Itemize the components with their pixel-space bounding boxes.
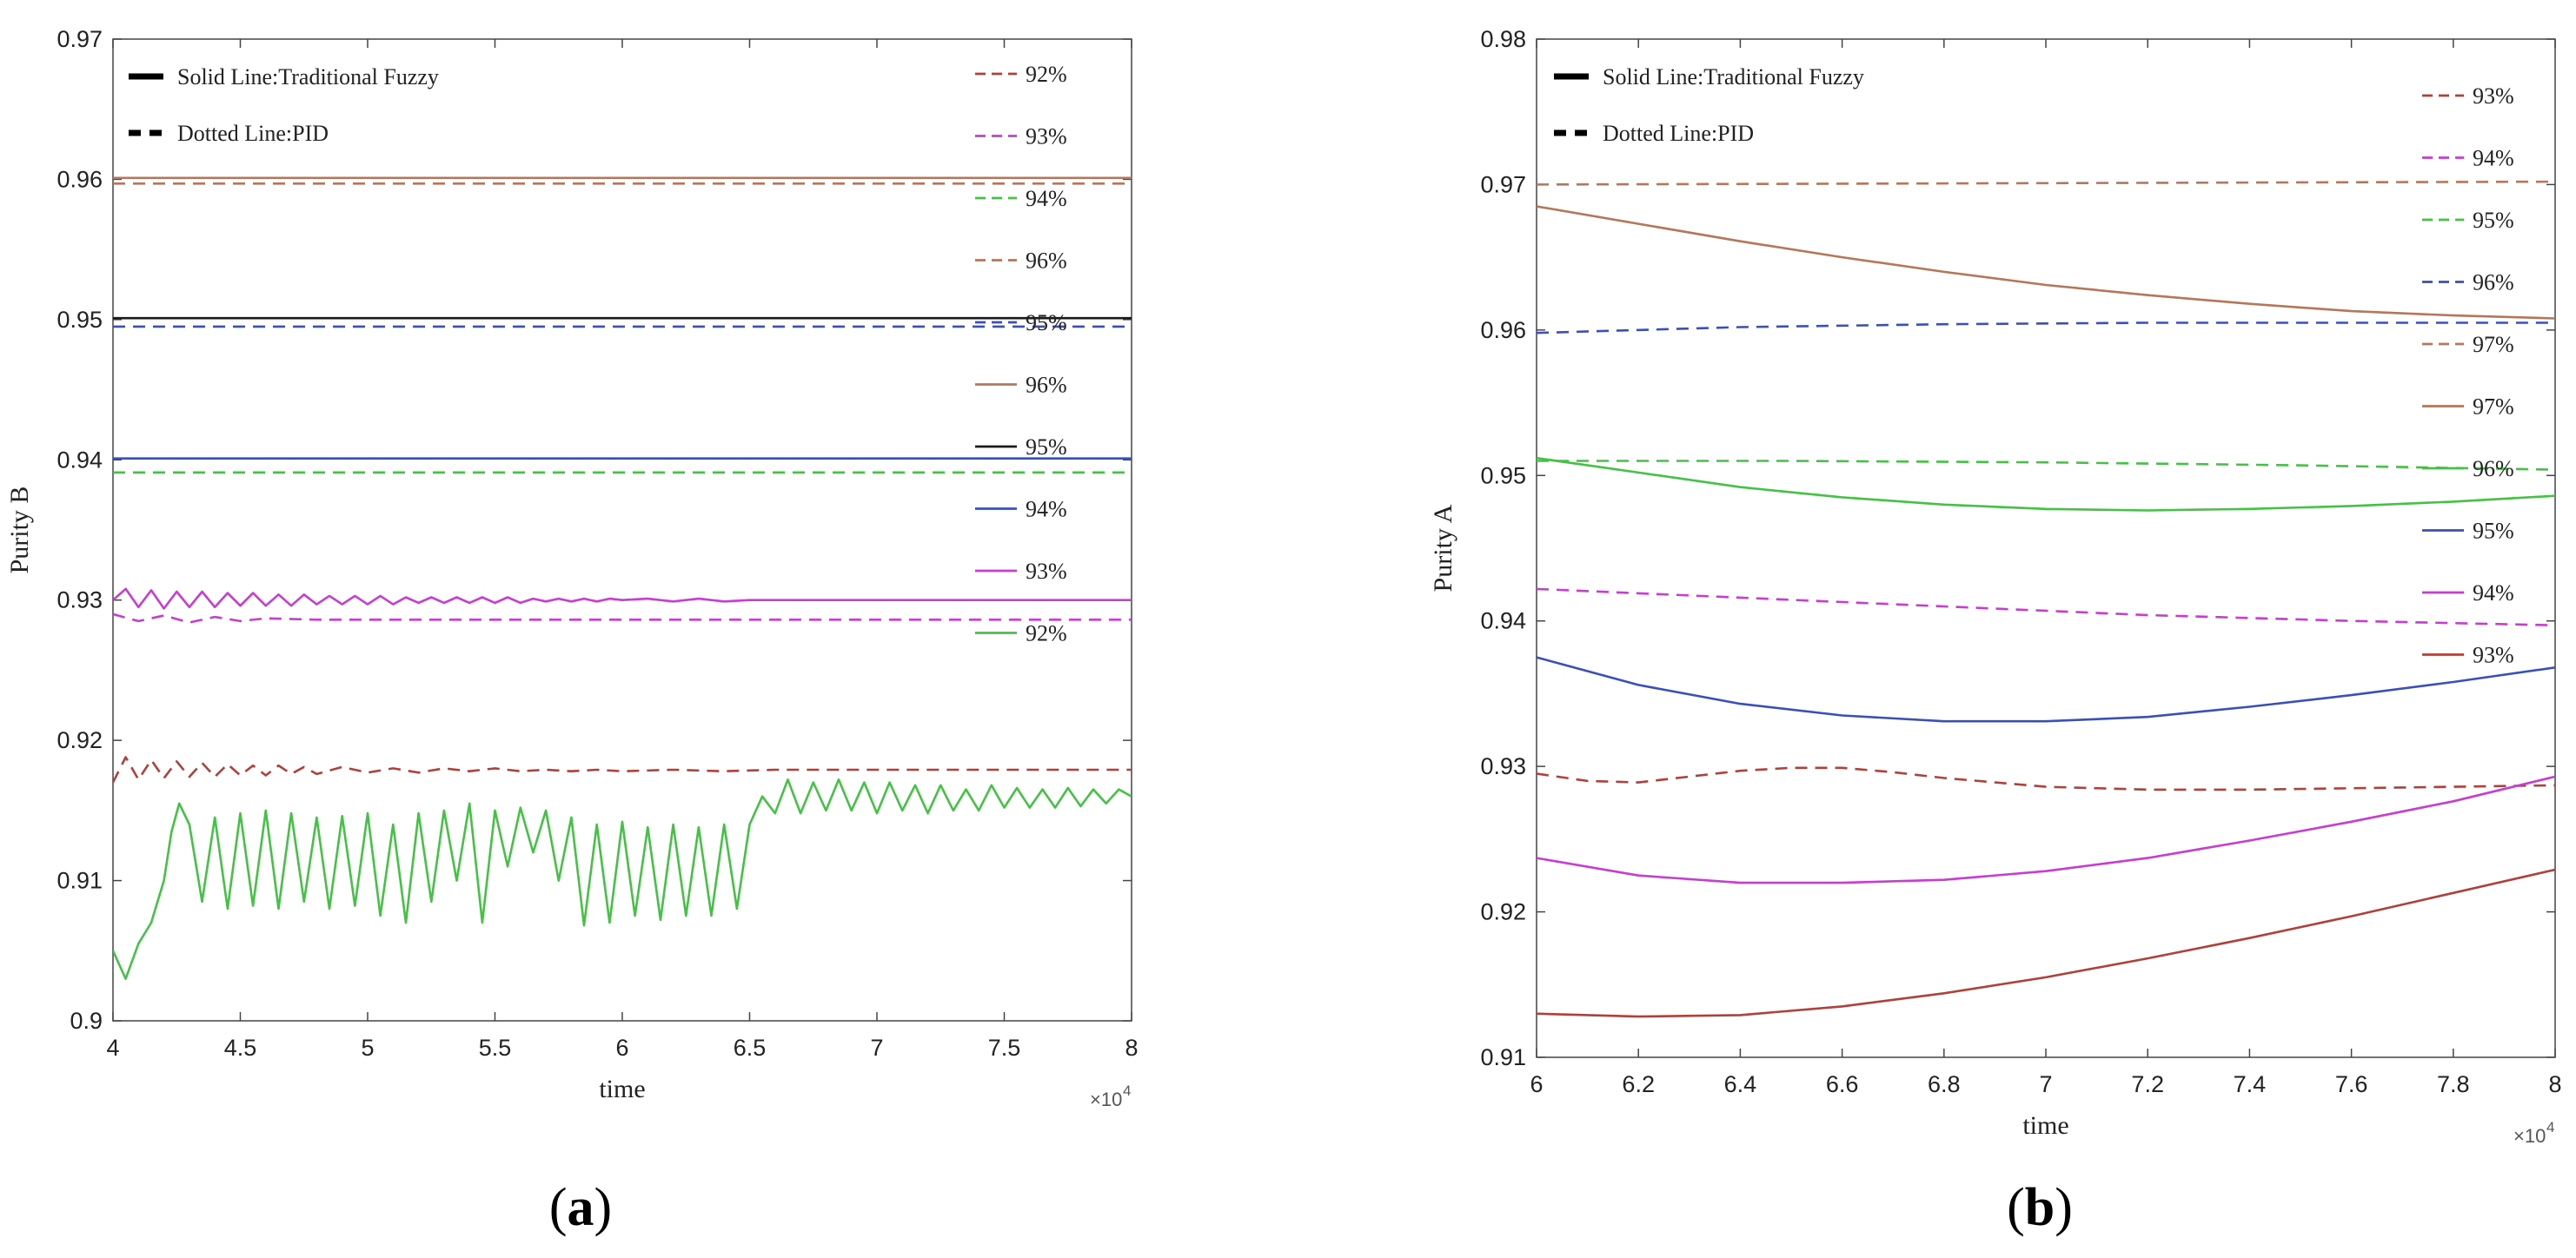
x-tick-label: 5.5 bbox=[479, 1035, 512, 1061]
y-tick-label: 0.93 bbox=[56, 587, 103, 613]
y-tick-label: 0.9 bbox=[70, 1008, 103, 1034]
legend-label: 92% bbox=[1026, 621, 1067, 646]
panel-caption: (a) bbox=[549, 1178, 612, 1237]
y-axis-label: Purity A bbox=[1429, 504, 1457, 592]
x-tick-label: 7 bbox=[2039, 1071, 2052, 1097]
x-tick-label: 6.6 bbox=[1826, 1071, 1859, 1097]
style-legend-label: Dotted Line:PID bbox=[1603, 121, 1754, 146]
series-line bbox=[113, 587, 1132, 610]
legend-label: 93% bbox=[1026, 559, 1067, 584]
x-tick-label: 5 bbox=[361, 1035, 374, 1061]
style-legend-label: Solid Line:Traditional Fuzzy bbox=[177, 64, 439, 89]
y-axis-label: Purity B bbox=[5, 487, 34, 574]
x-axis-label: time bbox=[599, 1075, 645, 1103]
legend-label: 94% bbox=[2473, 580, 2514, 606]
x-exponent: ×10 bbox=[1090, 1089, 1122, 1110]
caption-open: ( bbox=[549, 1178, 568, 1237]
series-line bbox=[1537, 456, 2555, 512]
panel-caption: (b) bbox=[2007, 1178, 2073, 1237]
series-line bbox=[1537, 587, 2555, 626]
x-tick-label: 8 bbox=[2548, 1071, 2561, 1097]
legend-label: 95% bbox=[1026, 310, 1067, 335]
caption-close: ) bbox=[594, 1178, 613, 1237]
legend-label: 97% bbox=[2473, 332, 2514, 357]
legend-label: 95% bbox=[2473, 519, 2514, 544]
x-tick-label: 7.6 bbox=[2335, 1071, 2368, 1097]
x-exponent-power: 4 bbox=[2546, 1119, 2554, 1136]
legend-label: 97% bbox=[2473, 394, 2514, 420]
x-tick-label: 8 bbox=[1125, 1035, 1138, 1061]
y-tick-label: 0.92 bbox=[1480, 899, 1526, 925]
x-tick-label: 6.2 bbox=[1622, 1071, 1655, 1097]
x-tick-label: 7.2 bbox=[2131, 1071, 2164, 1097]
y-tick-label: 0.97 bbox=[1480, 171, 1526, 197]
series-line bbox=[1537, 321, 2555, 334]
x-tick-label: 6 bbox=[1530, 1071, 1543, 1097]
y-tick-label: 0.94 bbox=[56, 447, 103, 473]
legend-label: 95% bbox=[2473, 208, 2514, 233]
series-line bbox=[1537, 868, 2555, 1018]
x-tick-label: 7.5 bbox=[988, 1035, 1021, 1061]
y-tick-label: 0.95 bbox=[56, 307, 103, 333]
series-line bbox=[1537, 460, 2555, 471]
caption-letter: b bbox=[2025, 1178, 2055, 1237]
chart-b: 0.91 0.92 0.93 0.94 0.95 0.96 0.97 0.98 6 6.2 6.4 6… bbox=[1429, 26, 2562, 1237]
x-tick-label: 6.8 bbox=[1928, 1071, 1961, 1097]
x-exponent-power: 4 bbox=[1123, 1083, 1131, 1099]
series-line bbox=[1537, 180, 2555, 186]
series-line bbox=[1537, 766, 2555, 791]
y-tick-label: 0.93 bbox=[1480, 753, 1526, 779]
y-tick-label: 0.91 bbox=[56, 868, 103, 894]
series-line bbox=[113, 778, 1132, 980]
x-tick-label: 4 bbox=[106, 1035, 119, 1061]
series-line bbox=[1537, 656, 2555, 723]
series-line bbox=[1537, 205, 2555, 320]
caption-letter: a bbox=[568, 1178, 594, 1237]
legend-label: 96% bbox=[2473, 456, 2514, 481]
y-tick-label: 0.96 bbox=[56, 166, 103, 192]
x-tick-label: 4.5 bbox=[224, 1035, 257, 1061]
y-tick-label: 0.92 bbox=[56, 727, 103, 753]
legend-label: 94% bbox=[1026, 497, 1067, 522]
x-tick-label: 6 bbox=[615, 1035, 628, 1061]
legend-label: 96% bbox=[2473, 270, 2514, 295]
caption-close: ) bbox=[2055, 1178, 2073, 1237]
y-tick-label: 0.97 bbox=[56, 26, 103, 52]
legend-label: 93% bbox=[1026, 124, 1067, 149]
x-tick-label: 7 bbox=[870, 1035, 883, 1061]
series-line bbox=[1537, 775, 2555, 884]
x-tick-label: 7.8 bbox=[2437, 1071, 2470, 1097]
legend-label: 96% bbox=[1026, 248, 1067, 274]
legend-label: 93% bbox=[2473, 643, 2514, 668]
legend-label: 94% bbox=[2473, 146, 2514, 171]
y-tick-label: 0.94 bbox=[1480, 608, 1526, 634]
legend-label: 94% bbox=[1026, 186, 1067, 211]
y-tick-label: 0.95 bbox=[1480, 462, 1526, 488]
x-tick-label: 7.4 bbox=[2234, 1071, 2267, 1097]
legend-label: 93% bbox=[2473, 83, 2514, 109]
x-tick-label: 6.4 bbox=[1724, 1071, 1757, 1097]
caption-open: ( bbox=[2007, 1178, 2025, 1237]
x-tick-label: 6.5 bbox=[734, 1035, 767, 1061]
y-tick-label: 0.98 bbox=[1480, 26, 1526, 52]
style-legend-label: Solid Line:Traditional Fuzzy bbox=[1603, 64, 1864, 89]
x-axis-label: time bbox=[2022, 1111, 2068, 1140]
y-tick-label: 0.96 bbox=[1480, 317, 1526, 343]
x-exponent: ×10 bbox=[2513, 1125, 2546, 1147]
legend-label: 92% bbox=[1026, 62, 1067, 87]
legend-label: 95% bbox=[1026, 434, 1067, 460]
style-legend-label: Dotted Line:PID bbox=[177, 121, 329, 146]
chart-a: 0.9 0.91 0.92 0.93 0.94 0.95 0.96 0.97 4 4.5 5 5.5 6… bbox=[5, 26, 1139, 1237]
legend-label: 96% bbox=[1026, 373, 1067, 398]
y-tick-label: 0.91 bbox=[1480, 1044, 1526, 1070]
